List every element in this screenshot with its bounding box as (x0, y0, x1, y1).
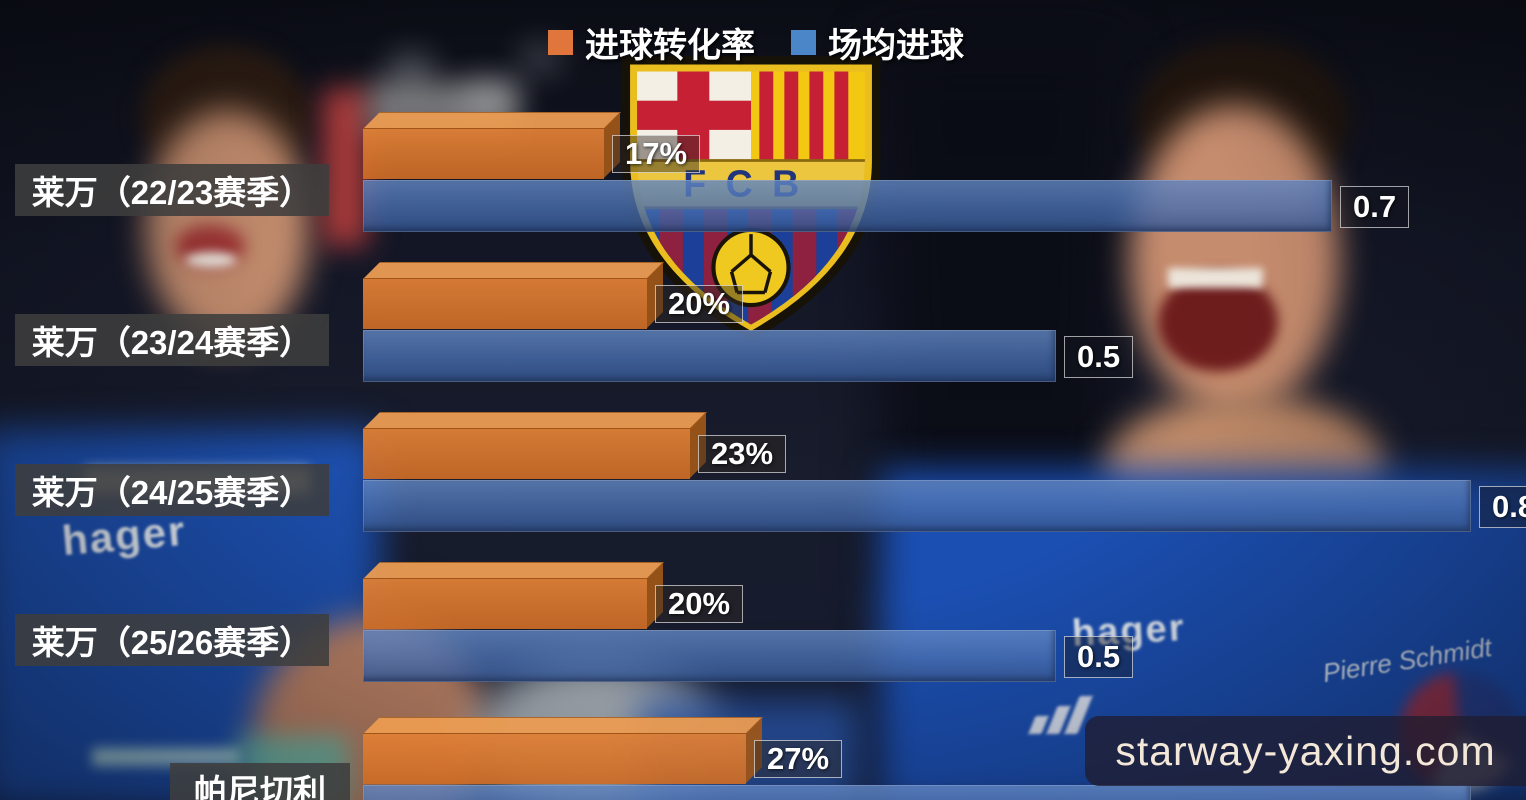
goals-per-match-value-label: 0.5 (1064, 336, 1134, 378)
goals-per-match-bar (363, 630, 1056, 682)
chart-legend: 进球转化率 场均进球 (548, 18, 986, 67)
goals-per-match-bar (363, 785, 1471, 800)
bar-front-face (363, 733, 746, 784)
bar-top-face (363, 562, 664, 579)
legend-item-goals: 场均进球 (791, 18, 964, 67)
watermark-banner: starway-yaxing.com (1085, 716, 1526, 786)
bar-top-face (363, 112, 621, 129)
conversion-rate-value-label: 20% (655, 585, 744, 623)
bar-front-face (363, 428, 690, 479)
conversion-rate-bar (363, 717, 763, 784)
conversion-rate-bar (363, 112, 621, 179)
legend-swatch-blue (791, 30, 816, 55)
bar-front-face (363, 578, 647, 629)
legend-label: 场均进球 (828, 27, 964, 65)
watermark-text: starway-yaxing.com (1115, 727, 1496, 774)
goals-per-match-value-label: 0.8 (1479, 486, 1526, 528)
category-label: 莱万（24/25赛季） (15, 464, 329, 516)
conversion-rate-value-label: 23% (698, 435, 787, 473)
conversion-rate-value-label: 17% (612, 135, 701, 173)
goals-per-match-bar (363, 480, 1471, 532)
category-label: 帕尼切利 (170, 763, 350, 800)
goals-per-match-value-label: 0.7 (1340, 186, 1410, 228)
category-label: 莱万（25/26赛季） (15, 614, 329, 666)
conversion-rate-bar (363, 262, 664, 329)
category-label: 莱万（23/24赛季） (15, 314, 329, 366)
legend-label: 进球转化率 (585, 27, 755, 65)
goals-per-match-bar (363, 330, 1056, 382)
category-label: 莱万（22/23赛季） (15, 164, 329, 216)
legend-swatch-orange (548, 30, 573, 55)
conversion-rate-value-label: 20% (655, 285, 744, 323)
bar-front-face (363, 278, 647, 329)
conversion-rate-bar (363, 562, 664, 629)
conversion-rate-bar (363, 412, 707, 479)
goals-per-match-bar (363, 180, 1332, 232)
bar-top-face (363, 717, 763, 734)
conversion-rate-value-label: 27% (754, 740, 843, 778)
bar-top-face (363, 412, 707, 429)
legend-item-conversion: 进球转化率 (548, 18, 755, 67)
bar-top-face (363, 262, 664, 279)
bar-front-face (363, 128, 604, 179)
goals-per-match-value-label: 0.5 (1064, 636, 1134, 678)
